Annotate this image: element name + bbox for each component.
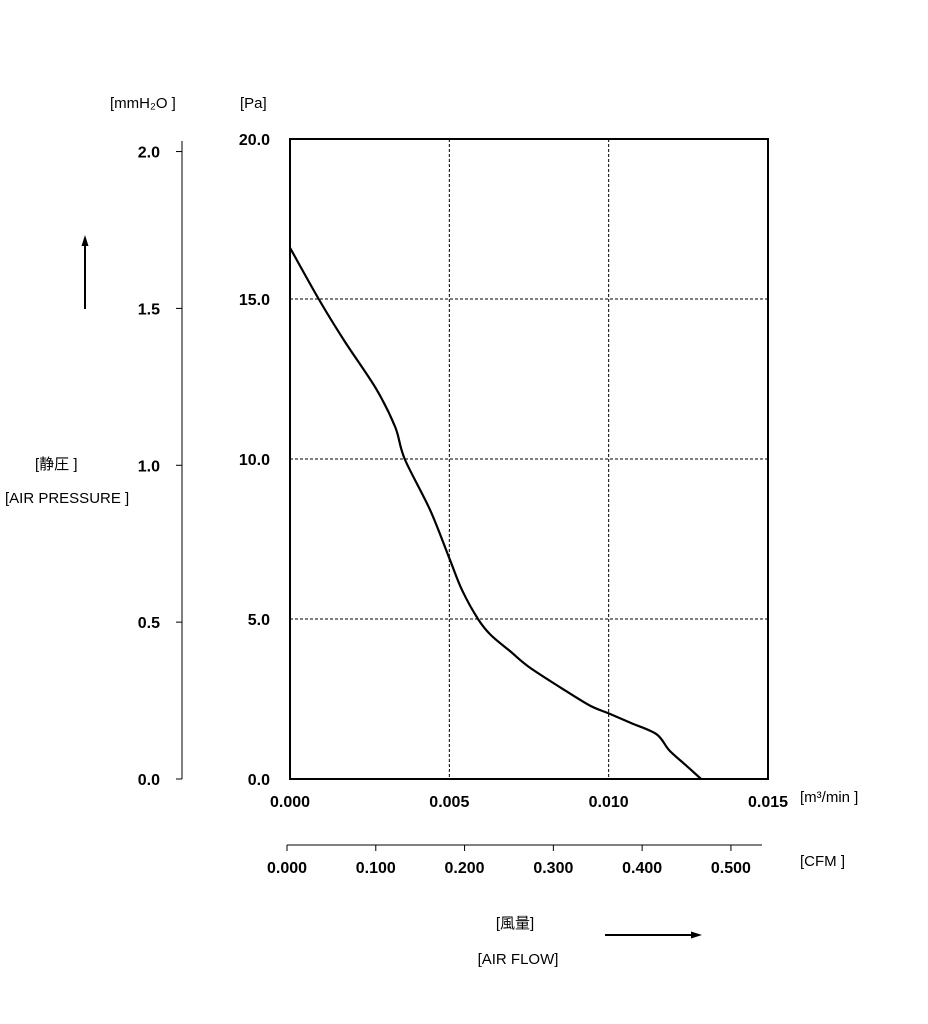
x-axis-label: [m³/min ] — [800, 789, 858, 806]
y-tick-label: 5.0 — [248, 612, 270, 629]
x-tick-label: 0.010 — [589, 794, 629, 811]
x-tick-label: 0.015 — [748, 794, 788, 811]
up-arrow-icon — [81, 235, 89, 309]
secondary-x-tick-label: 0.100 — [356, 860, 396, 877]
plot-frame — [289, 138, 769, 780]
secondary-y-tick-label: 1.5 — [138, 301, 160, 318]
secondary-y-tick-label: 0.0 — [138, 772, 160, 789]
x-title-ja: [風量] — [496, 915, 534, 932]
y-tick-label: 0.0 — [248, 772, 270, 789]
x-tick-label: 0.005 — [429, 794, 469, 811]
secondary-x-tick-label: 0.000 — [267, 860, 307, 877]
secondary-y-tick-label: 0.5 — [138, 615, 160, 632]
performance-curve — [289, 247, 702, 780]
y-tick-label: 10.0 — [239, 452, 270, 469]
y-tick-label: 15.0 — [239, 292, 270, 309]
y-title-ja: [静圧 ] — [35, 456, 78, 473]
x-tick-label: 0.000 — [270, 794, 310, 811]
y-axis-label: [Pa] — [240, 95, 267, 112]
secondary-x-tick-label: 0.500 — [711, 860, 751, 877]
x-title-en: [AIR FLOW] — [478, 951, 559, 968]
secondary-y-tick-label: 1.0 — [138, 458, 160, 475]
right-arrow-icon — [605, 931, 702, 939]
y-title-en: [AIR PRESSURE ] — [5, 490, 129, 507]
y-tick-label: 20.0 — [239, 132, 270, 149]
secondary-x-tick-label: 0.300 — [533, 860, 573, 877]
secondary-y-axis-label: [mmH₂O ] — [110, 95, 176, 112]
secondary-y-tick-label: 2.0 — [138, 145, 160, 162]
secondary-x-tick-label: 0.200 — [445, 860, 485, 877]
chart-marks: 0.0 5.0 10.0 15.0 20.0 0.000 0.005 0.010 0.015 0.… — [138, 132, 788, 877]
secondary-x-axis-label: [CFM ] — [800, 853, 845, 870]
secondary-x-tick-label: 0.400 — [622, 860, 662, 877]
